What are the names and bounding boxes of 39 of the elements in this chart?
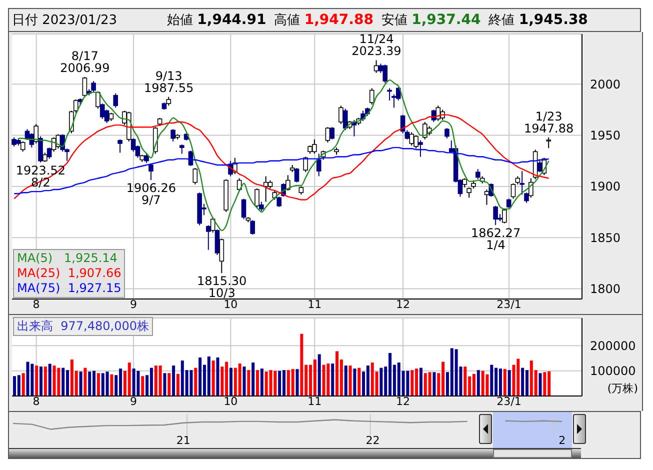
x-tick-label: 23/1 [496, 298, 522, 311]
x-tick-label: 21 [176, 434, 190, 447]
text: 始値 1,944.91 [167, 12, 266, 28]
x-tick-label: 10 [224, 394, 238, 408]
y-tick-label: 1850 [590, 230, 621, 245]
x-tick-label: 8 [32, 298, 40, 311]
x-tick-label: 11 [308, 394, 322, 408]
x-tick-label: 9 [130, 394, 137, 408]
y-tick-label: 1800 [590, 282, 621, 296]
text: 安値 1,937.44 [381, 12, 481, 28]
annotation: 1815.30 10/3 [197, 274, 247, 300]
text: MA(5) 1,925.14 [17, 251, 118, 266]
x-tick-label: 10 [224, 298, 238, 311]
y-tick-label: 200000 [590, 338, 636, 353]
x-tick-label: 9 [130, 298, 137, 311]
text: 終値 1,945.38 [488, 12, 588, 28]
annotation: 1862.27 1/4 [470, 226, 521, 252]
x-tick-label: 12 [396, 394, 410, 408]
x-tick-label: 23/1 [496, 394, 522, 408]
text: 高値 1,947.88 [274, 12, 374, 28]
y-axis-title: (万株) [607, 381, 638, 396]
x-tick-label: 12 [396, 298, 410, 311]
chart-title: 日付 2023/01/23 [12, 12, 118, 29]
text: MA(25) 1,907.66 [17, 266, 122, 281]
annotation: 1906.26 9/7 [126, 181, 176, 208]
x-tick-label: 2 [558, 434, 566, 447]
y-tick-label: 2000 [590, 77, 621, 92]
annotation: 8/17 2006.99 [60, 48, 110, 75]
x-tick-label: 22 [366, 434, 380, 447]
y-tick-label: 100000 [590, 364, 636, 378]
annotation: 9/13 1987.55 [144, 68, 194, 95]
text: MA(75) 1,927.15 [17, 281, 122, 296]
x-tick-label: 8 [32, 394, 40, 408]
chart-title: 出来高 977,480,000株 [13, 317, 153, 336]
y-tick-label: 1950 [590, 128, 621, 143]
annotation: 1/23 1947.88 [524, 109, 574, 136]
annotation: 11/24 2023.39 [352, 32, 402, 58]
y-tick-label: 1900 [590, 180, 621, 194]
x-tick-label: 11 [308, 298, 322, 311]
